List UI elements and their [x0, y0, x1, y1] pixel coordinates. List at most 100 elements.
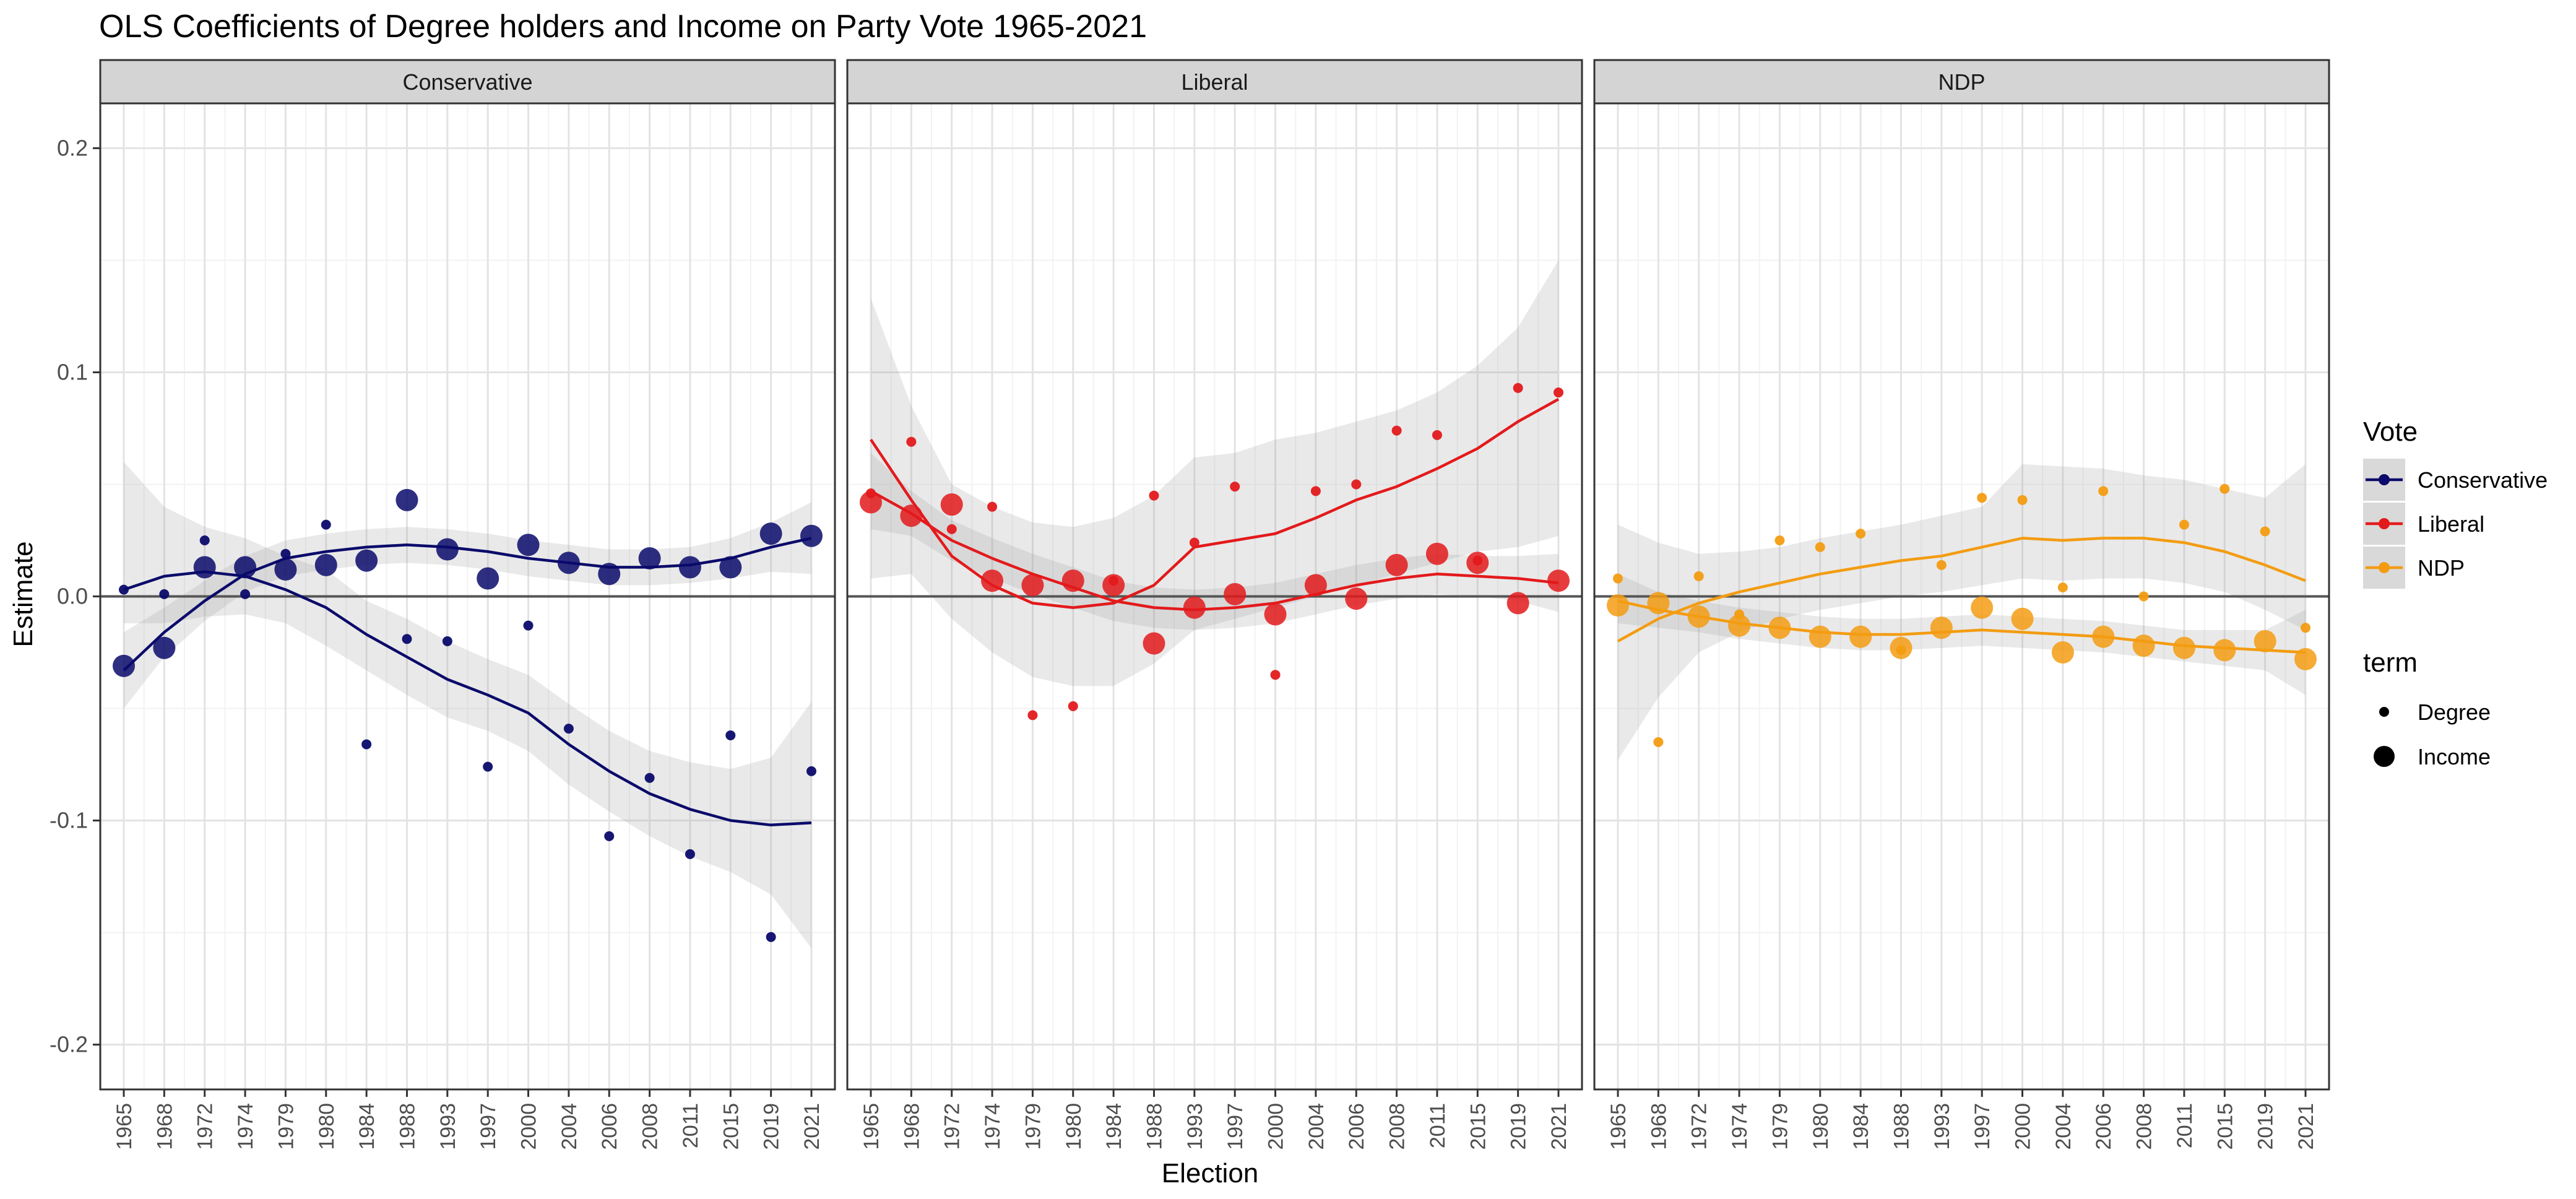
degree-point	[946, 524, 957, 534]
degree-point	[1310, 486, 1321, 496]
income-point	[477, 567, 499, 590]
x-tick-label: 1980	[315, 1103, 339, 1150]
degree-point	[240, 589, 251, 599]
income-point	[1849, 625, 1872, 648]
x-tick-label: 2015	[2213, 1103, 2237, 1150]
degree-point	[1351, 479, 1362, 490]
x-tick-label: 2011	[1426, 1103, 1450, 1148]
income-point	[1809, 625, 1831, 648]
degree-point	[604, 831, 615, 841]
y-axis: -0.2 -0.1 0.0 0.1 0.2	[50, 135, 100, 1057]
income-point	[517, 534, 540, 556]
income-point	[719, 556, 742, 579]
degree-point	[1230, 482, 1240, 492]
x-tick-label: 1972	[1688, 1103, 1711, 1150]
x-tick-label: 1965	[113, 1103, 136, 1150]
income-point	[1385, 553, 1408, 576]
income-point	[1061, 569, 1084, 592]
income-point	[2172, 636, 2195, 659]
income-point	[1143, 632, 1165, 655]
legend-term-title: term	[2363, 647, 2418, 678]
degree-confidence-band	[871, 260, 1558, 686]
x-tick-label: 1974	[1728, 1103, 1752, 1150]
degree-point	[1936, 560, 1947, 570]
income-point	[678, 556, 701, 579]
legend-term-label: Degree	[2418, 699, 2491, 725]
degree-point	[2260, 526, 2270, 537]
degree-point	[483, 761, 493, 772]
x-tick-label: 1988	[1143, 1103, 1166, 1150]
degree-point	[2057, 582, 2068, 593]
income-point	[1466, 552, 1489, 574]
degree-point	[280, 548, 291, 559]
income-point	[900, 504, 923, 527]
degree-point	[725, 730, 736, 740]
y-axis-label: Estimate	[8, 541, 38, 647]
chart-title: OLS Coefficients of Degree holders and I…	[99, 9, 1147, 45]
income-point	[1183, 596, 1206, 619]
degree-trend-line	[1617, 537, 2306, 643]
income-point	[2254, 630, 2276, 652]
degree-point	[1513, 383, 1523, 393]
x-tick-label: 1979	[1768, 1103, 1792, 1150]
x-tick-label: 2019	[1507, 1103, 1531, 1150]
degree-point	[563, 724, 574, 734]
x-tick-label: 2019	[760, 1103, 784, 1150]
panel-conservative: Conservative 1965 1968 1972 1974 1979 1980 1984…	[99, 59, 836, 1150]
x-tick-label: 1974	[234, 1103, 257, 1150]
income-point	[598, 563, 621, 586]
x-tick-label: 1965	[860, 1103, 883, 1150]
income-point	[1425, 542, 1448, 565]
x-tick-label: 2006	[2092, 1103, 2116, 1150]
x-tick-label: 1997	[1971, 1103, 1994, 1150]
legend-key-point	[2379, 562, 2390, 573]
y-tick-label: -0.2	[50, 1032, 88, 1057]
income-point	[1547, 569, 1570, 592]
income-point	[234, 556, 257, 579]
x-tick-label: 2004	[1305, 1103, 1328, 1150]
x-tick-label: 1993	[1183, 1103, 1207, 1150]
x-tick-label: 1997	[1224, 1103, 1247, 1150]
degree-point	[2179, 519, 2189, 530]
income-point	[759, 522, 782, 545]
degree-point	[766, 932, 776, 942]
x-tick-label: 1979	[1021, 1103, 1045, 1150]
degree-point	[685, 849, 695, 859]
degree-point	[1149, 490, 1159, 501]
x-tick-label: 2004	[2052, 1103, 2075, 1150]
degree-point	[1432, 430, 1442, 440]
degree-point	[159, 589, 170, 599]
degree-confidence-band	[124, 462, 811, 948]
degree-point	[523, 620, 534, 631]
income-point	[2132, 634, 2155, 657]
facet-strip	[99, 59, 836, 105]
x-tick-label: 1993	[436, 1103, 460, 1150]
x-tick-label: 1965	[1607, 1103, 1630, 1150]
degree-point	[1554, 387, 1563, 398]
income-point	[113, 654, 135, 677]
x-tick-label: 2008	[1386, 1103, 1409, 1150]
x-tick-label: 1979	[274, 1103, 298, 1150]
legend-term-label: Income	[2418, 744, 2491, 769]
x-tick-label: 2021	[800, 1103, 824, 1150]
income-point	[1021, 574, 1044, 597]
legend-key-point	[2379, 474, 2390, 485]
degree-point	[1856, 529, 1866, 539]
income-point	[314, 553, 337, 576]
income-point	[1345, 587, 1368, 610]
legend-vote-label: Liberal	[2418, 511, 2484, 537]
degree-point	[442, 636, 452, 646]
x-tick-label: 2004	[558, 1103, 581, 1150]
degree-point	[1653, 737, 1664, 747]
income-point	[2051, 641, 2074, 664]
x-tick-label: 1972	[941, 1103, 964, 1150]
degree-point	[361, 739, 372, 750]
legend-key-point	[2379, 518, 2390, 529]
income-point	[355, 549, 378, 572]
x-tick-label: 1972	[194, 1103, 217, 1150]
income-point	[800, 524, 823, 547]
income-point	[274, 558, 297, 581]
x-tick-label: 2008	[2133, 1103, 2156, 1150]
degree-point	[402, 634, 412, 644]
y-tick-label: 0.0	[57, 584, 88, 609]
